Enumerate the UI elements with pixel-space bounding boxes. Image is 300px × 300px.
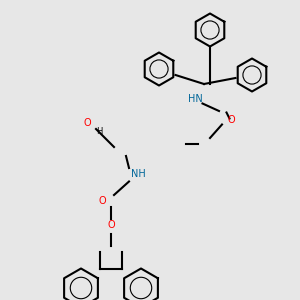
Text: O: O <box>227 115 235 125</box>
Text: NH: NH <box>130 169 146 179</box>
Text: O: O <box>107 220 115 230</box>
Text: HN: HN <box>188 94 202 104</box>
Text: O: O <box>98 196 106 206</box>
Text: O: O <box>83 118 91 128</box>
Text: H: H <box>96 128 102 136</box>
